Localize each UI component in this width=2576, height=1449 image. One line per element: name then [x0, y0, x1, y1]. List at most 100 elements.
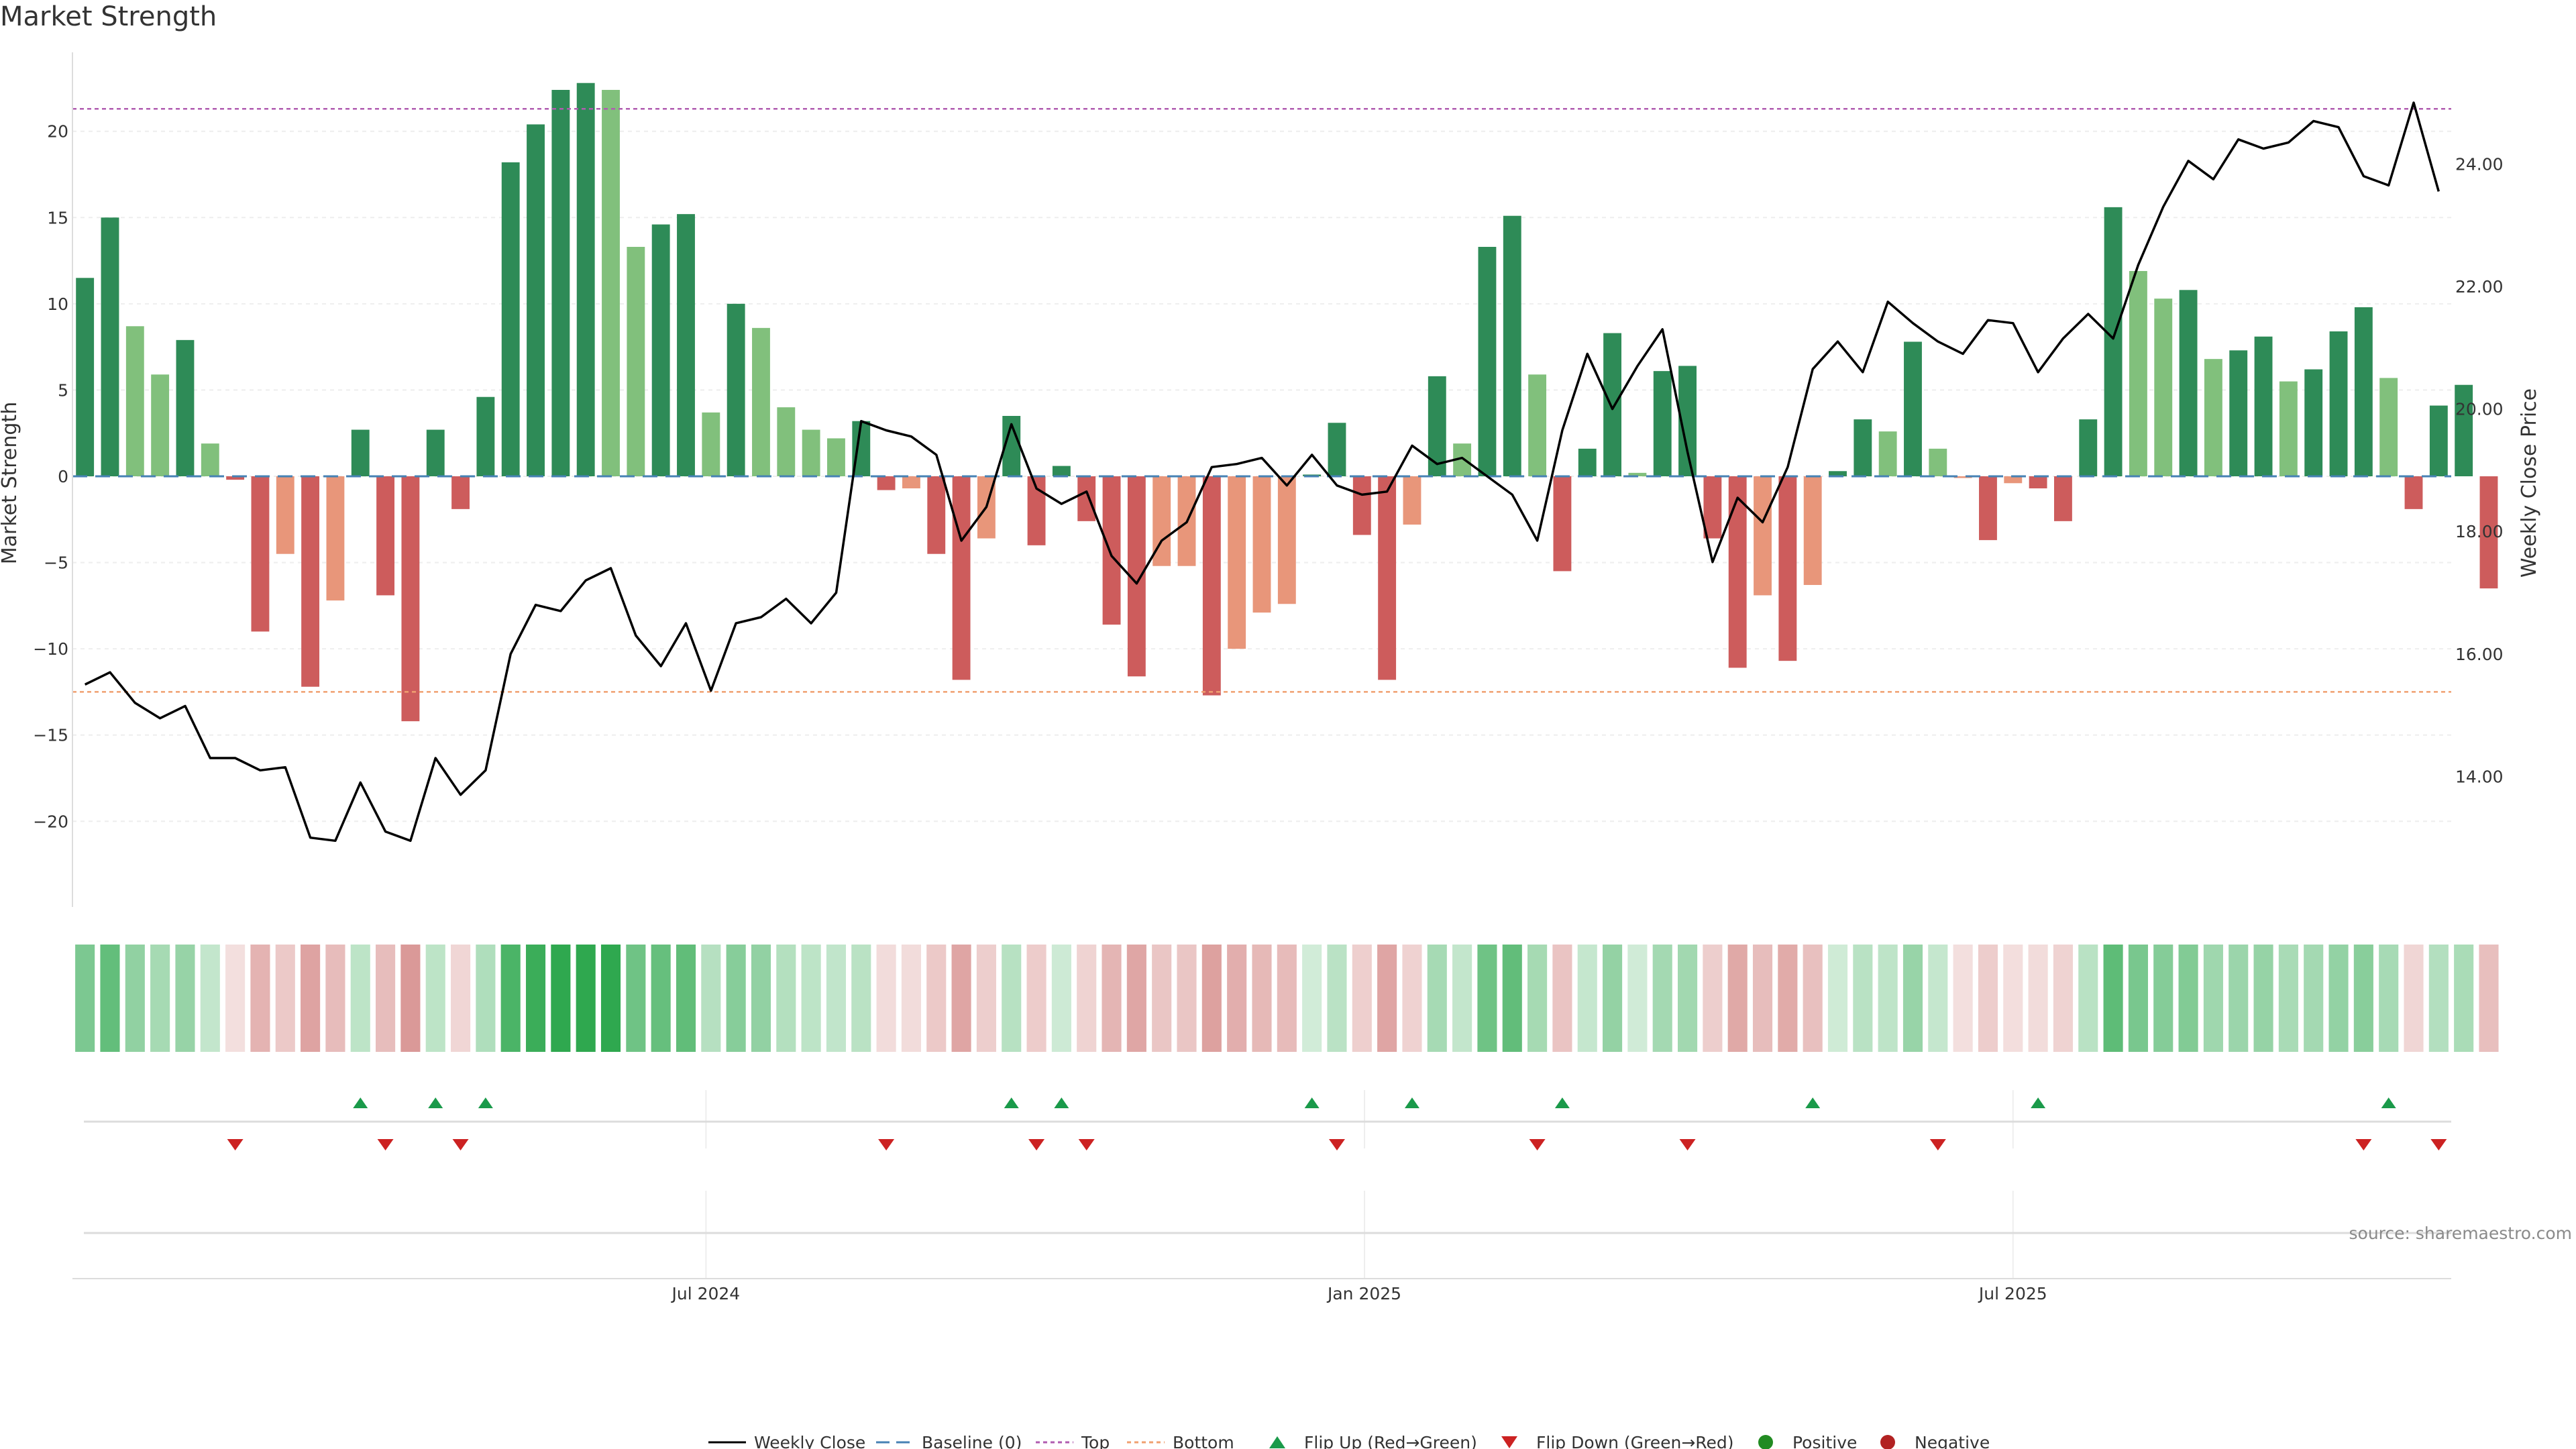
strength-bar: [702, 412, 720, 476]
strength-bar: [727, 303, 745, 476]
strength-bar: [2079, 419, 2098, 476]
strength-bar: [777, 407, 796, 476]
y2-tick-label: 14.00: [2455, 767, 2504, 786]
heatmap-cell: [751, 945, 771, 1052]
y2-tick-label: 20.00: [2455, 400, 2504, 419]
strength-bar: [602, 90, 620, 476]
strength-bar: [1102, 476, 1121, 625]
heatmap-cell: [1377, 945, 1397, 1052]
heatmap-cell: [1778, 945, 1798, 1052]
page-title: Market Strength: [0, 1, 217, 32]
legend-swatch: [1269, 1436, 1285, 1448]
strength-bar: [1478, 247, 1497, 476]
y-tick-label: 0: [58, 467, 68, 486]
strength-bar: [2179, 290, 2198, 476]
heatmap-cell: [1627, 945, 1648, 1052]
strength-bar: [1228, 476, 1246, 649]
legend-label: Flip Up (Red→Green): [1304, 1433, 1477, 1449]
heatmap-cell: [651, 945, 671, 1052]
strength-bar: [326, 476, 345, 601]
heatmap-cell: [451, 945, 471, 1052]
strength-bar: [125, 326, 144, 476]
heatmap-cell: [1002, 945, 1022, 1052]
strength-bar: [226, 476, 245, 480]
x-tick-label: Jul 2025: [1978, 1284, 2047, 1303]
flip-down-marker: [377, 1139, 394, 1150]
strength-bar: [276, 476, 294, 554]
heatmap-cell: [2128, 945, 2148, 1052]
legend-swatch: [1758, 1435, 1773, 1449]
heatmap-cell: [1352, 945, 1372, 1052]
heatmap-cell: [2178, 945, 2198, 1052]
strength-bar: [426, 429, 445, 476]
y2-tick-label: 22.00: [2455, 277, 2504, 297]
strength-bar: [527, 124, 545, 476]
heatmap-cell: [826, 945, 847, 1052]
time-axis: Jul 2024 Jan 2025 Jul 2025: [72, 1191, 2451, 1303]
heatmap-cell: [2103, 945, 2123, 1052]
strength-bar: [902, 476, 920, 488]
heatmap-cell: [1853, 945, 1873, 1052]
flip-markers-panel: [84, 1090, 2451, 1150]
strength-bar: [2279, 381, 2298, 476]
strength-bar: [1528, 374, 1547, 476]
heatmap-cell: [1928, 945, 1948, 1052]
strength-bar: [2204, 359, 2222, 476]
strength-bar: [1503, 215, 1521, 476]
legend: Weekly Close Baseline (0) Top Bottom Flip Up…: [708, 1433, 1990, 1449]
heatmap-cell: [376, 945, 396, 1052]
legend-swatch: [1880, 1435, 1895, 1449]
strength-heatmap-strip: [75, 945, 2499, 1052]
strength-bar: [1829, 471, 1847, 476]
heatmap-cell: [2404, 945, 2424, 1052]
source-label: source: sharemaestro.com: [2349, 1224, 2573, 1243]
y2-tick-label: 18.00: [2455, 522, 2504, 541]
strength-bar: [2104, 207, 2123, 476]
heatmap-cell: [1277, 945, 1297, 1052]
heatmap-cell: [901, 945, 921, 1052]
heatmap-cell: [1077, 945, 1097, 1052]
strength-bar: [2054, 476, 2072, 521]
heatmap-cell: [1752, 945, 1773, 1052]
heatmap-cell: [801, 945, 821, 1052]
heatmap-cell: [1152, 945, 1172, 1052]
heatmap-cell: [1827, 945, 1848, 1052]
strength-bar: [1252, 476, 1271, 613]
heatmap-cell: [1978, 945, 1998, 1052]
strength-bar: [2479, 476, 2498, 589]
heatmap-cell: [2353, 945, 2373, 1052]
legend-label: Positive: [1792, 1433, 1857, 1449]
flip-up-marker: [2031, 1097, 2046, 1108]
legend-label: Bottom: [1173, 1433, 1234, 1449]
flip-down-marker: [227, 1139, 244, 1150]
heatmap-cell: [1051, 945, 1071, 1052]
strength-bars: [76, 83, 2498, 722]
heatmap-cell: [2028, 945, 2048, 1052]
y-tick-label: 5: [58, 380, 68, 400]
heatmap-cell: [726, 945, 746, 1052]
heatmap-cell: [2278, 945, 2298, 1052]
heatmap-cell: [2379, 945, 2399, 1052]
y-tick-label: 20: [47, 122, 68, 142]
strength-bar: [677, 214, 695, 476]
heatmap-cell: [1652, 945, 1672, 1052]
heatmap-cell: [776, 945, 796, 1052]
heatmap-cell: [2003, 945, 2023, 1052]
heatmap-cell: [2078, 945, 2098, 1052]
strength-bar: [1553, 476, 1572, 572]
flip-down-marker: [2430, 1139, 2447, 1150]
strength-bar: [1077, 476, 1096, 521]
strength-bar: [2429, 405, 2448, 476]
strength-bar: [2354, 307, 2373, 476]
flip-down-marker: [878, 1139, 895, 1150]
heatmap-cell: [2153, 945, 2174, 1052]
heatmap-cell: [1327, 945, 1347, 1052]
heatmap-cell: [275, 945, 295, 1052]
heatmap-cell: [1502, 945, 1522, 1052]
strength-bar: [1202, 476, 1221, 696]
flip-up-marker: [1404, 1097, 1419, 1108]
heatmap-cell: [976, 945, 996, 1052]
y-tick-label: 10: [47, 294, 68, 314]
x-tick-label: Jan 2025: [1326, 1284, 1401, 1303]
strength-bar: [1953, 476, 1972, 478]
